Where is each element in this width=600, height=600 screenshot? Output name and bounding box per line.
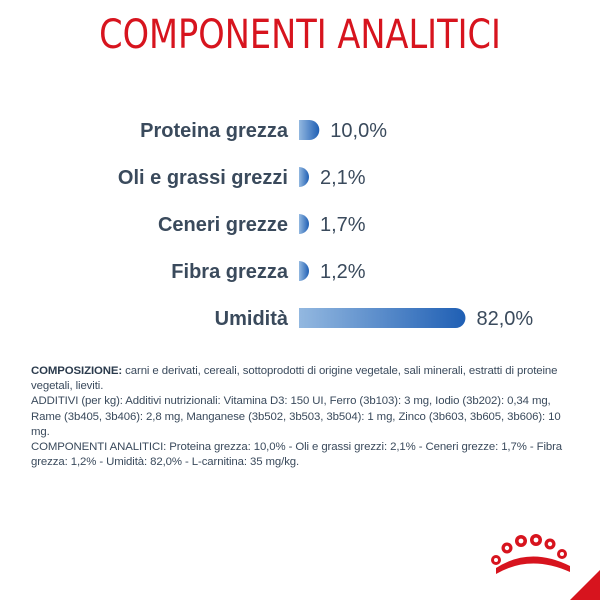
bar-oli-e-grassi-grezzi [299, 167, 309, 187]
value-label-oli-e-grassi-grezzi: 2,1% [320, 167, 366, 189]
category-label-fibra-grezza: Fibra grezza [171, 261, 289, 283]
additives-text: ADDITIVI (per kg): Additivi nutrizionali… [31, 395, 561, 438]
composition-block: COMPOSIZIONE: carni e derivati, cereali,… [31, 364, 576, 470]
category-label-umidita: Umidità [215, 308, 289, 330]
value-label-fibra-grezza: 1,2% [320, 261, 366, 283]
category-label-proteina-grezza: Proteina grezza [140, 120, 289, 142]
crown-logo [491, 534, 570, 574]
value-label-proteina-grezza: 10,0% [330, 120, 387, 142]
composition-heading: COMPOSIZIONE: [31, 365, 123, 377]
analytical-text: COMPONENTI ANALITICI: Proteina grezza: 1… [31, 441, 563, 469]
value-label-umidita: 82,0% [476, 308, 533, 330]
bar-umidita [299, 308, 466, 328]
analytical-bar-chart: Proteina grezza 10,0% Oli e grassi grezzi 2… [118, 120, 533, 330]
bar-fibra-grezza [299, 261, 309, 281]
value-label-ceneri-grezze: 1,7% [320, 214, 366, 236]
page-title: COMPONENTI ANALITICI [99, 12, 501, 58]
corner-accent [570, 570, 600, 600]
composition-paragraph: COMPOSIZIONE: carni e derivati, cereali,… [31, 364, 576, 394]
bar-proteina-grezza [299, 120, 320, 140]
category-label-oli-e-grassi-grezzi: Oli e grassi grezzi [118, 167, 288, 189]
composition-text: carni e derivati, cereali, sottoprodotti… [31, 365, 558, 393]
category-label-ceneri-grezze: Ceneri grezze [158, 214, 288, 236]
bar-ceneri-grezze [299, 214, 309, 234]
